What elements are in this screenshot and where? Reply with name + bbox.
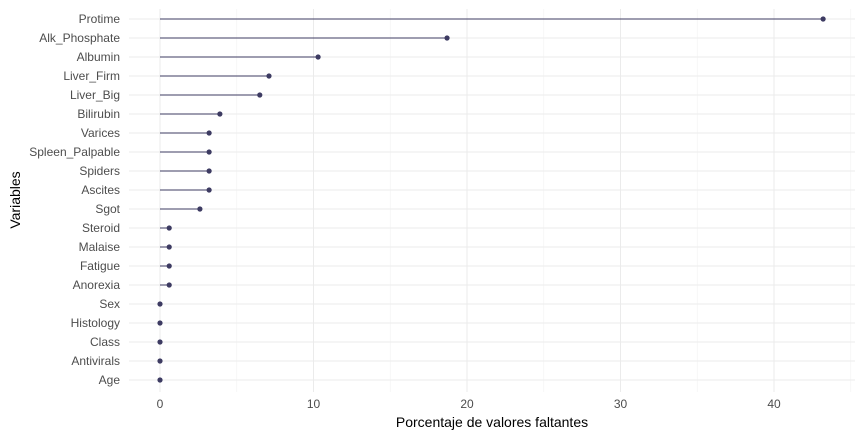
y-tick-label: Liver_Big [70,88,120,102]
point-protime [820,16,826,22]
y-tick-label: Albumin [77,50,120,64]
point-sex [157,301,163,307]
point-ascites [206,187,212,193]
y-tick-label: Fatigue [80,259,120,273]
point-spleen-palpable [206,149,212,155]
x-tick-label: 10 [307,397,321,411]
x-tick-label: 20 [460,397,474,411]
stems [160,18,824,286]
point-albumin [315,54,321,60]
grid-lines [129,9,855,392]
points [157,16,826,383]
point-anorexia [166,282,172,288]
x-tick-label: 0 [157,397,164,411]
y-tick-label: Spleen_Palpable [29,145,120,159]
point-liver-firm [266,73,272,79]
y-tick-label: Malaise [79,240,121,254]
point-varices [206,130,212,136]
y-tick-label: Protime [79,12,121,26]
y-tick-label: Sgot [95,202,120,216]
x-tick-label: 40 [767,397,781,411]
x-tick-label: 30 [614,397,628,411]
point-class [157,339,163,345]
point-bilirubin [217,111,223,117]
x-axis-title: Porcentaje de valores faltantes [396,414,588,430]
point-age [157,377,163,383]
y-axis-title: Variables [7,171,23,228]
point-antivirals [157,358,163,364]
point-steroid [166,225,172,231]
point-liver-big [257,92,263,98]
y-tick-label: Ascites [81,183,120,197]
point-histology [157,320,163,326]
y-tick-label: Anorexia [73,278,121,292]
x-tick-labels: 0 10 20 30 40 [157,397,781,411]
point-spiders [206,168,212,174]
y-tick-label: Bilirubin [77,107,120,121]
y-tick-label: Sex [99,297,120,311]
y-tick-label: Steroid [82,221,120,235]
y-tick-label: Class [90,335,120,349]
y-tick-label: Histology [71,316,120,330]
y-tick-label: Spiders [79,164,120,178]
y-tick-label: Liver_Firm [63,69,120,83]
y-tick-label: Varices [81,126,120,140]
point-fatigue [166,263,172,269]
y-tick-label: Alk_Phosphate [39,31,120,45]
point-alk-phosphate [444,35,450,41]
point-malaise [166,244,172,250]
point-sgot [197,206,203,212]
y-tick-labels: Protime Alk_Phosphate Albumin Liver_Firm Liv… [29,12,120,387]
y-tick-label: Age [99,373,121,387]
y-tick-label: Antivirals [71,354,120,368]
